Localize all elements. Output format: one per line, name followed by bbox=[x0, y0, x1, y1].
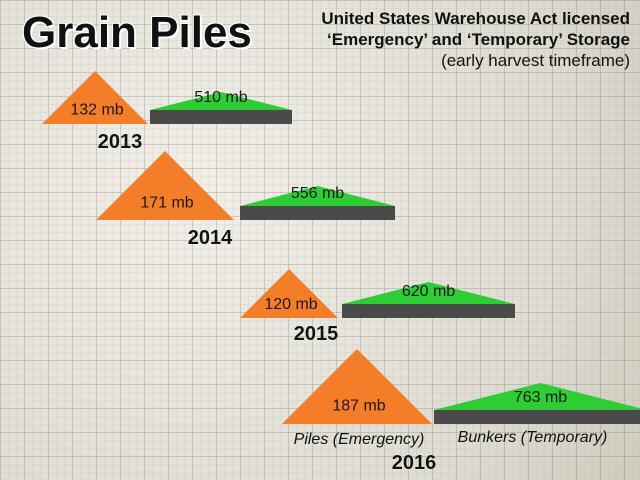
pile-value-label-2014: 171 mb bbox=[140, 195, 193, 212]
year-label-2013: 2013 bbox=[98, 131, 143, 153]
subtitle: United States Warehouse Act licensed ‘Em… bbox=[321, 8, 630, 71]
subtitle-line-3: (early harvest timeframe) bbox=[441, 51, 630, 70]
bunker-mound-2016 bbox=[434, 383, 640, 410]
bunker-mound-2015 bbox=[342, 282, 515, 304]
pile-triangle-2013 bbox=[42, 71, 148, 124]
legend-label-piles: Piles (Emergency) bbox=[294, 431, 425, 448]
year-label-2014: 2014 bbox=[188, 227, 233, 249]
year-group-2015: 120 mb 620 mb 2015 bbox=[240, 269, 515, 345]
year-label-2016: 2016 bbox=[392, 452, 437, 474]
bunker-mound-2013 bbox=[150, 92, 292, 110]
legend-label-bunkers: Bunkers (Temporary) bbox=[458, 429, 608, 446]
bunker-slab-2014 bbox=[240, 206, 395, 220]
page-title: Grain Piles bbox=[22, 8, 252, 57]
subtitle-line-2: ‘Emergency’ and ‘Temporary’ Storage bbox=[327, 30, 630, 49]
pile-triangle-2014 bbox=[96, 151, 234, 220]
year-label-2015: 2015 bbox=[294, 323, 339, 345]
pile-value-label-2013: 132 mb bbox=[70, 101, 123, 118]
bunker-value-label-2014: 556 mb bbox=[291, 185, 344, 202]
pile-value-label-2015: 120 mb bbox=[264, 296, 317, 313]
bunker-slab-2013 bbox=[150, 110, 292, 124]
bunker-mound-2014 bbox=[240, 186, 395, 206]
pile-triangle-2015 bbox=[240, 269, 338, 318]
subtitle-line-1: United States Warehouse Act licensed bbox=[321, 9, 630, 28]
bunker-slab-2016 bbox=[434, 410, 640, 424]
pile-value-label-2016: 187 mb bbox=[332, 398, 385, 415]
bunker-value-label-2015: 620 mb bbox=[402, 283, 455, 300]
year-group-2013: 132 mb 510 mb 2013 bbox=[42, 71, 292, 153]
year-group-2014: 171 mb 556 mb 2014 bbox=[96, 151, 395, 249]
bunker-value-label-2016: 763 mb bbox=[514, 389, 567, 406]
pile-triangle-2016 bbox=[282, 349, 432, 424]
bunker-slab-2015 bbox=[342, 304, 515, 318]
year-group-2016: 187 mb 763 mb 2016 bbox=[282, 349, 640, 474]
bunker-value-label-2013: 510 mb bbox=[194, 89, 247, 106]
